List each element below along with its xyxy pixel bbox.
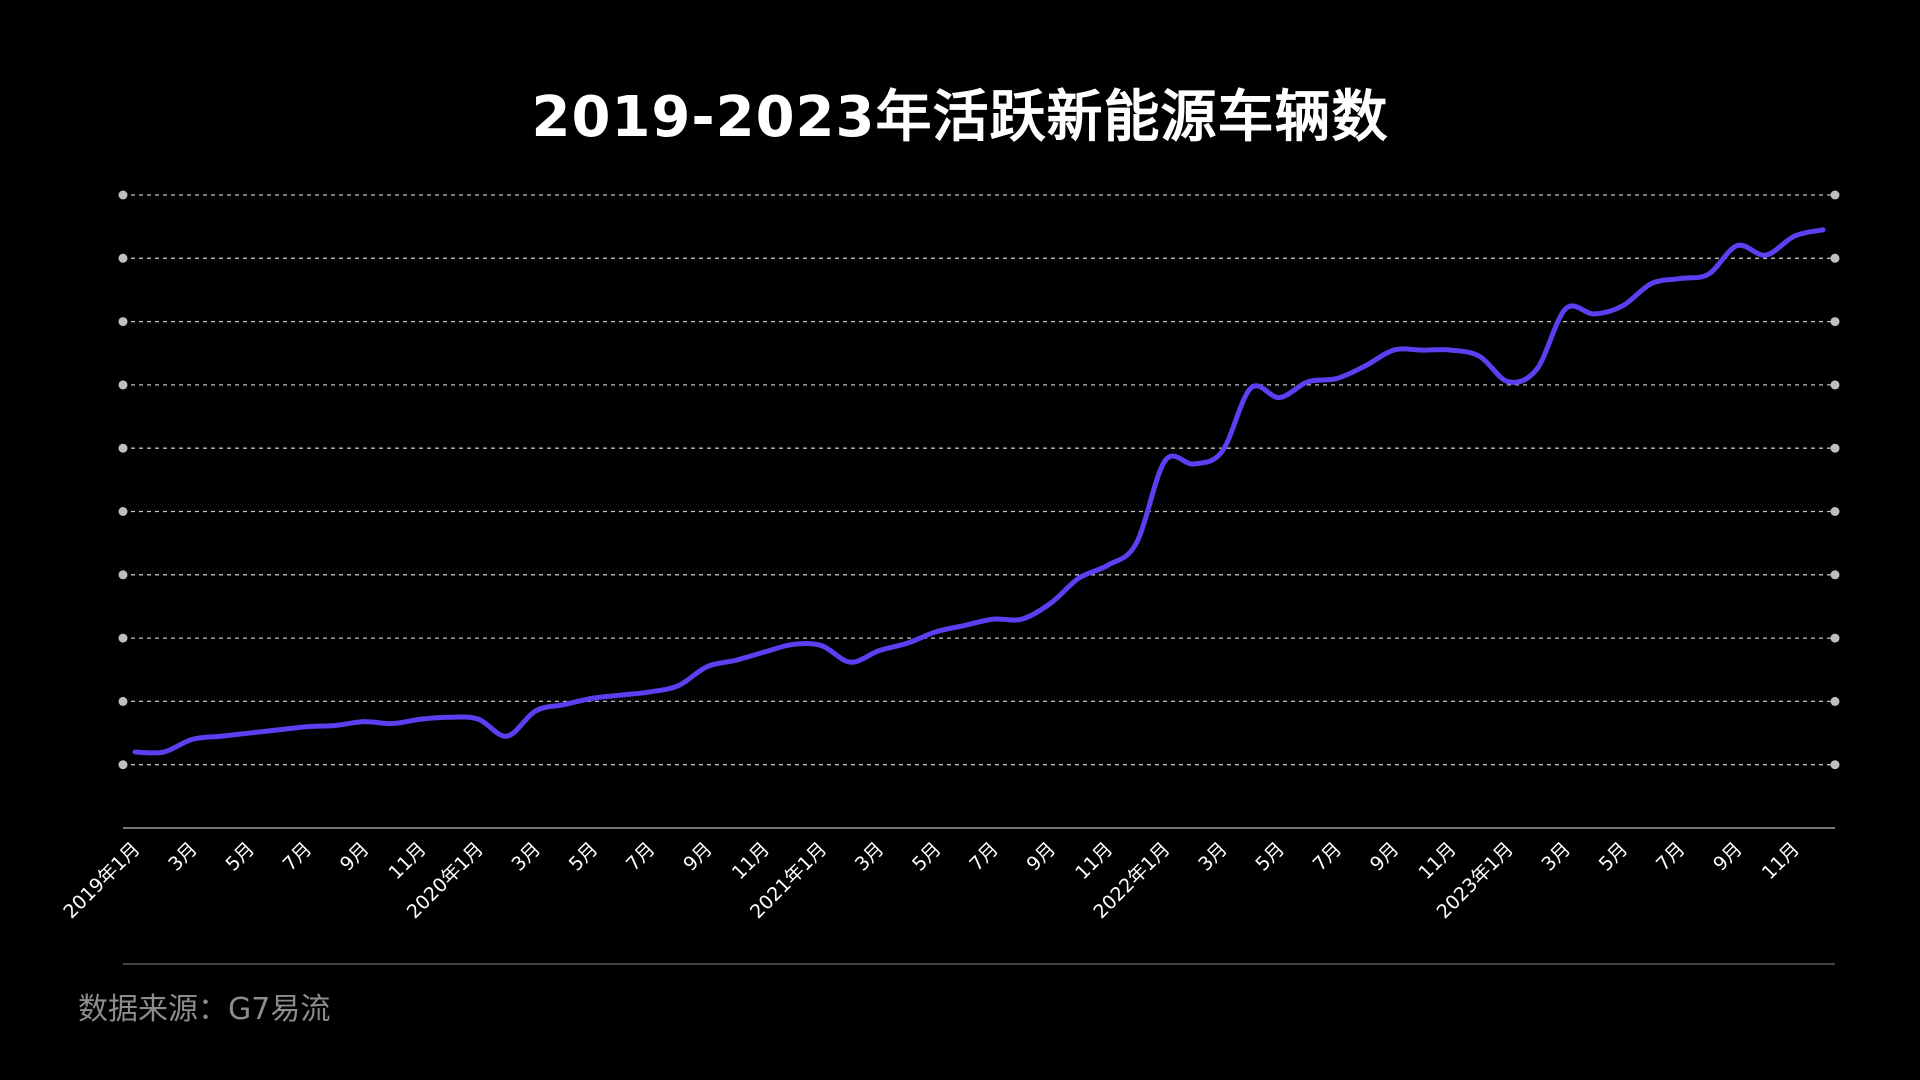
gridline-end-dot (118, 760, 128, 770)
x-tick-label: 9月 (1366, 838, 1404, 876)
gridline-end-dot (1830, 190, 1840, 200)
x-tick-label: 5月 (1251, 838, 1289, 876)
x-tick-label: 5月 (565, 838, 603, 876)
gridline-end-dot (1830, 507, 1840, 516)
x-tick-label: 3月 (164, 838, 202, 876)
source-note: 数据来源：G7易流 (78, 992, 331, 1027)
gridline-end-dot (1830, 696, 1840, 706)
x-tick-label: 7月 (1309, 838, 1347, 876)
gridline-end-dot (1830, 317, 1840, 327)
gridline-end-dot (1830, 570, 1840, 580)
gridline-end-dot (1830, 633, 1840, 643)
x-tick-label: 9月 (1709, 838, 1747, 876)
gridline-end-dot (118, 190, 128, 200)
gridline-end-dot (118, 443, 128, 453)
x-tick-label: 3月 (1538, 838, 1576, 876)
x-tick-label: 2019年1月 (59, 838, 144, 923)
x-tick-label: 3月 (851, 838, 889, 876)
x-tick-label: 11月 (385, 838, 431, 884)
x-tick-label: 5月 (221, 838, 259, 876)
gridline-end-dot (1830, 380, 1840, 390)
x-tick-label: 3月 (508, 838, 546, 876)
grid-layer (118, 190, 1840, 770)
x-tick-label: 5月 (1595, 838, 1633, 876)
x-tick-label: 7月 (279, 838, 317, 876)
x-tick-label: 9月 (679, 838, 717, 876)
x-tick-label: 7月 (1652, 838, 1690, 876)
x-tick-label: 9月 (1023, 838, 1061, 876)
gridline-end-dot (118, 317, 128, 327)
gridline-end-dot (118, 696, 128, 706)
x-tick-label: 7月 (622, 838, 660, 876)
gridline-end-dot (1830, 443, 1840, 453)
series-line (132, 227, 1826, 756)
x-tick-label: 9月 (336, 838, 374, 876)
x-tick-label: 11月 (1758, 838, 1804, 884)
gridline-end-dot (118, 380, 128, 390)
x-tick-label: 7月 (965, 838, 1003, 876)
x-tick-label: 11月 (1071, 838, 1117, 884)
gridline-end-dot (1830, 760, 1840, 770)
gridline-end-dot (1830, 253, 1840, 263)
chart-title: 2019-2023年活跃新能源车辆数 (531, 85, 1389, 150)
x-tick-label: 11月 (728, 838, 774, 884)
gridline-end-dot (118, 507, 128, 516)
gridline-end-dot (118, 253, 128, 263)
gridline-end-dot (118, 570, 128, 580)
x-tick-label: 5月 (908, 838, 946, 876)
x-tick-label: 3月 (1194, 838, 1232, 876)
gridline-end-dot (118, 633, 128, 643)
series-layer (132, 227, 1826, 756)
x-axis (123, 827, 1835, 965)
x-tick-label: 11月 (1415, 838, 1461, 884)
